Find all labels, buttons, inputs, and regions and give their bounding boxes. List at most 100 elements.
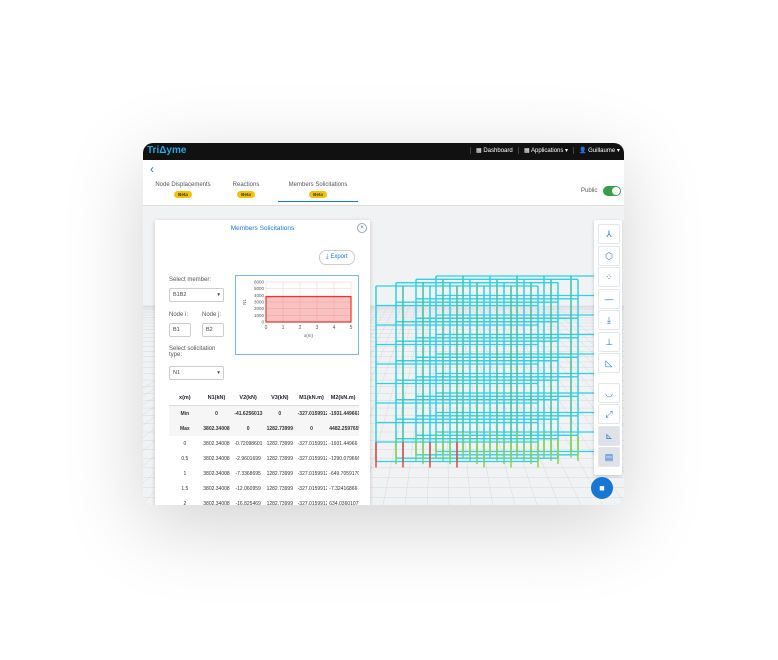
nav-link-text: Applications [531, 148, 564, 154]
table-cell: 3802.34008 [203, 440, 230, 447]
nav-link[interactable]: 👤 Guillaume ▾ [573, 147, 620, 154]
type-value: N1 [173, 370, 181, 376]
member-label: Select member: [169, 277, 212, 283]
table-cell: 1 [183, 470, 187, 477]
table-cell: -1290.0796660 [329, 455, 359, 462]
table-cell: -327.0159912 [297, 410, 328, 417]
node-j-label: Node j: [202, 312, 222, 318]
export-button[interactable]: ⤓ Export [319, 250, 355, 265]
floor-grid [534, 305, 624, 395]
chat-button[interactable]: ■ [591, 477, 613, 499]
tool-button[interactable]: ◡ [598, 382, 620, 403]
table-cell: -1931.44966 [329, 440, 358, 447]
results-table: x(m) N1(kN) V2(kN) V3(kN) M1(kN.m) M2(kN.m) Mi… [169, 390, 359, 505]
table-row: Max 3802.34008 0 1282.73999 0 4482.2597659 [169, 421, 359, 436]
floor-grid [513, 305, 624, 448]
table-cell: 3802.34008 [203, 500, 230, 506]
table-cell: 634.0360107 [329, 500, 359, 506]
header-cell: N1(kN) [207, 394, 226, 401]
table-cell: -16.825469 [235, 500, 261, 506]
x-tick-label: 2 [299, 325, 302, 331]
panel-title: Members Solicitations [230, 225, 295, 232]
tab-badge: Beta [174, 191, 192, 198]
back-button[interactable]: ‹ [150, 162, 154, 176]
table-cell: 2 [183, 500, 187, 506]
divider [143, 205, 624, 206]
device: TriΔyme ▦ Dashboard ▦ Applications ▾ 👤 G… [143, 143, 624, 505]
y-tick-label: 1000 [254, 313, 265, 318]
floor-grid [360, 305, 417, 505]
table-row: 0 3802.34008 -0.72098601 1282.73999 -327.015… [169, 436, 359, 451]
tool-button[interactable]: ⤓ [598, 310, 620, 330]
navbar: TriΔyme ▦ Dashboard ▦ Applications ▾ 👤 G… [143, 143, 624, 160]
table-cell: -1931.449661 [329, 410, 359, 417]
tool-button[interactable]: ⬡ [598, 245, 620, 266]
header-cell: M2(kN.m) [330, 394, 356, 401]
nav-link[interactable]: ▦ Dashboard [470, 147, 513, 154]
floor-grid [492, 305, 604, 505]
y-tick-label: 2000 [254, 306, 265, 311]
table-cell: 4482.2597659 [329, 425, 359, 432]
tab[interactable]: Members Solicitations Beta [278, 182, 358, 202]
table-row: 2 3802.34008 -16.825469 1282.73999 -327.0159… [169, 496, 359, 506]
table-cell: -649.70591708 [329, 470, 359, 477]
floor-grid [478, 305, 560, 505]
type-select[interactable]: N1 ▾ [169, 366, 224, 380]
table-cell: 3802.34008 [203, 425, 230, 432]
x-tick-label: 4 [333, 325, 336, 331]
table-cell: -0.72098601 [234, 440, 263, 447]
floor-grid [450, 305, 472, 505]
node-i-input[interactable]: B1 [169, 323, 191, 337]
table-cell: -41.6256013 [234, 410, 263, 417]
table-cell: -327.0159912 [297, 440, 328, 447]
table-cell: 1282.73999 [266, 455, 293, 462]
tab-badge: Beta [237, 191, 255, 198]
results-panel: Members Solicitations × ⤓ Export Select … [155, 220, 370, 505]
tab-label: Members Solicitations [288, 182, 348, 188]
tool-button[interactable]: ⊾ [598, 425, 620, 446]
export-text: Export [330, 254, 348, 260]
table-cell: 0 [246, 425, 250, 432]
tool-button[interactable]: ⁘ [598, 267, 620, 287]
node-j-input[interactable]: B2 [202, 323, 224, 337]
nav-link[interactable]: ▦ Applications ▾ [518, 147, 568, 154]
tab-label: Reactions [232, 182, 260, 188]
table-cell: 0 [215, 410, 218, 417]
type-label: Select solicitation type: [169, 346, 216, 358]
tool-button[interactable]: ⅄ [598, 224, 620, 244]
floor-grid [457, 305, 494, 505]
x-tick-label: 0 [265, 325, 268, 331]
table-cell: 3802.34008 [203, 470, 230, 477]
table-cell: 1.5 [181, 485, 189, 492]
table-row: 0.5 3802.34008 -2.9601699 1282.73999 -327.01… [169, 451, 359, 466]
y-tick-label: 6000 [254, 280, 265, 285]
table-cell: Max [179, 425, 190, 432]
floor-grid [485, 305, 582, 505]
tool-button[interactable]: ⤢ [598, 404, 620, 424]
nav-link-text: Dashboard [483, 148, 513, 154]
tool-button[interactable]: ▤ [598, 447, 620, 467]
y-tick-label: 3000 [254, 300, 265, 305]
table-cell: 1282.73999 [266, 425, 293, 432]
member-select[interactable]: B1B2 ▾ [169, 288, 224, 302]
member-value: B1B2 [173, 292, 187, 298]
y-tick-label: 0 [261, 320, 264, 325]
table-cell: 1282.73999 [266, 500, 293, 506]
table-cell: 1282.73999 [266, 440, 293, 447]
tab[interactable]: Reactions Beta [221, 182, 271, 198]
tool-button[interactable]: ◺ [598, 353, 620, 373]
close-button[interactable]: × [357, 223, 367, 233]
public-toggle[interactable] [603, 186, 621, 196]
tool-button[interactable]: — [598, 288, 620, 309]
table-cell: 1282.73999 [266, 470, 293, 477]
table-row: 1 3802.34008 -7.3368695 1282.73999 -327.0159… [169, 466, 359, 481]
logo[interactable]: TriΔyme [147, 145, 187, 156]
table-cell: 1282.73999 [266, 485, 293, 492]
table-cell: -7.3368695 [235, 470, 261, 477]
tool-button[interactable]: ⊥ [598, 331, 620, 352]
table-cell: 0.5 [181, 455, 189, 462]
tab-badge: Beta [309, 191, 327, 198]
table-row: Min 0 -41.6256013 0 -327.0159912 -1931.449661 [169, 405, 359, 421]
tab[interactable]: Node Displacements Beta [148, 182, 218, 198]
